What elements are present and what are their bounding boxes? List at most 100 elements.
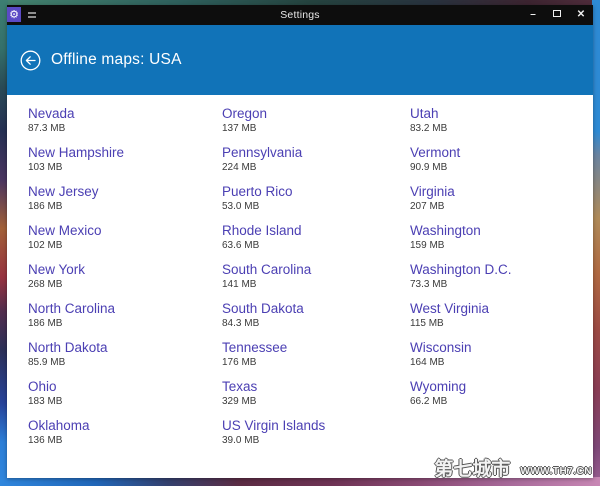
state-name: Rhode Island [222,223,302,238]
state-name: Virginia [410,184,455,199]
state-download-size: 53.0 MB [222,201,260,212]
state-map-item[interactable]: New Mexico 102 MB [28,223,222,252]
state-map-item[interactable]: Puerto Rico 53.0 MB [222,184,410,213]
state-map-item[interactable]: Utah 83.2 MB [410,106,593,135]
state-name: Oregon [222,106,268,121]
state-download-size: 268 MB [28,279,63,290]
state-column: Oregon 137 MB Pennsylvania 224 MB Puerto… [222,106,410,457]
titlebar: ⚙ Settings – ✕ [7,5,593,25]
state-download-size: 224 MB [222,162,257,173]
state-map-item[interactable]: North Carolina 186 MB [28,301,222,330]
state-download-size: 87.3 MB [28,123,66,134]
gear-icon: ⚙ [9,8,19,21]
state-name: New Jersey [28,184,99,199]
state-download-size: 84.3 MB [222,318,260,329]
state-map-item[interactable]: Oregon 137 MB [222,106,410,135]
state-download-size: 164 MB [410,357,445,368]
desktop-background-left [0,0,8,486]
state-name: Wyoming [410,379,467,394]
state-download-size: 186 MB [28,318,63,329]
state-download-size: 83.2 MB [410,123,448,134]
state-download-size: 115 MB [410,318,444,329]
state-name: Puerto Rico [222,184,293,199]
desktop-background-right [592,0,600,486]
state-name: New Mexico [28,223,102,238]
page-header: Offline maps: USA [7,25,593,95]
state-download-size: 73.3 MB [410,279,448,290]
state-map-item[interactable]: South Dakota 84.3 MB [222,301,410,330]
state-download-size: 141 MB [222,279,257,290]
state-download-size: 159 MB [410,240,445,251]
state-download-size: 186 MB [28,201,63,212]
state-download-size: 329 MB [222,396,257,407]
state-map-item[interactable]: Vermont 90.9 MB [410,145,593,174]
state-map-item[interactable]: Wisconsin 164 MB [410,340,593,369]
state-download-size: 176 MB [222,357,257,368]
page-title: Offline maps: USA [51,51,182,68]
state-download-size: 85.9 MB [28,357,66,368]
state-name: Washington [410,223,481,238]
window-title: Settings [280,9,320,21]
state-map-item[interactable]: Ohio 183 MB [28,379,222,408]
maximize-button[interactable] [551,5,563,25]
state-download-size: 102 MB [28,240,63,251]
window-controls: – ✕ [527,5,587,25]
state-map-item[interactable]: US Virgin Islands 39.0 MB [222,418,410,447]
maximize-icon [553,10,561,17]
state-name: North Dakota [28,340,108,355]
state-map-item[interactable]: New York 268 MB [28,262,222,291]
state-name: South Carolina [222,262,312,277]
state-column: Nevada 87.3 MB New Hampshire 103 MB New … [28,106,222,457]
state-download-size: 137 MB [222,123,257,134]
settings-window: ⚙ Settings – ✕ Offline maps: USA Nevada … [7,5,593,478]
state-name: Oklahoma [28,418,90,433]
state-map-item[interactable]: Nevada 87.3 MB [28,106,222,135]
state-map-item[interactable]: Texas 329 MB [222,379,410,408]
state-name: New York [28,262,86,277]
state-map-item[interactable]: Oklahoma 136 MB [28,418,222,447]
state-map-item[interactable]: Washington D.C. 73.3 MB [410,262,593,291]
state-download-size: 63.6 MB [222,240,260,251]
state-name: Pennsylvania [222,145,303,160]
state-name: Tennessee [222,340,288,355]
state-name: New Hampshire [28,145,125,160]
state-name: Wisconsin [410,340,472,355]
state-map-item[interactable]: Rhode Island 63.6 MB [222,223,410,252]
state-name: West Virginia [410,301,490,316]
state-name: South Dakota [222,301,304,316]
state-map-item[interactable]: Pennsylvania 224 MB [222,145,410,174]
state-download-size: 136 MB [28,435,63,446]
back-button[interactable] [20,50,41,71]
state-map-item[interactable]: New Hampshire 103 MB [28,145,222,174]
state-download-size: 207 MB [410,201,445,212]
minimize-button[interactable]: – [530,9,536,20]
offline-maps-list: Nevada 87.3 MB New Hampshire 103 MB New … [7,95,593,478]
state-map-item[interactable]: Washington 159 MB [410,223,593,252]
state-map-item[interactable]: West Virginia 115 MB [410,301,593,330]
settings-app-icon: ⚙ [7,7,21,22]
state-map-item[interactable]: Tennessee 176 MB [222,340,410,369]
state-download-size: 103 MB [28,162,63,173]
state-name: Texas [222,379,258,394]
state-name: Nevada [28,106,75,121]
state-name: North Carolina [28,301,116,316]
desktop-background-bottom [0,477,600,486]
state-map-item[interactable]: New Jersey 186 MB [28,184,222,213]
state-name: Washington D.C. [410,262,512,277]
state-map-item[interactable]: Wyoming 66.2 MB [410,379,593,408]
hamburger-menu-icon[interactable] [28,10,38,20]
state-column: Utah 83.2 MB Vermont 90.9 MB Virginia 20… [410,106,593,457]
state-map-item[interactable]: South Carolina 141 MB [222,262,410,291]
close-button[interactable]: ✕ [576,9,586,20]
state-name: Utah [410,106,439,121]
state-map-item[interactable]: Virginia 207 MB [410,184,593,213]
back-arrow-icon [20,50,41,70]
state-download-size: 183 MB [28,396,63,407]
state-name: Vermont [410,145,461,160]
state-map-item[interactable]: North Dakota 85.9 MB [28,340,222,369]
state-download-size: 39.0 MB [222,435,260,446]
state-download-size: 66.2 MB [410,396,448,407]
state-name: US Virgin Islands [222,418,326,433]
desktop-background-top [0,0,600,6]
state-name: Ohio [28,379,57,394]
